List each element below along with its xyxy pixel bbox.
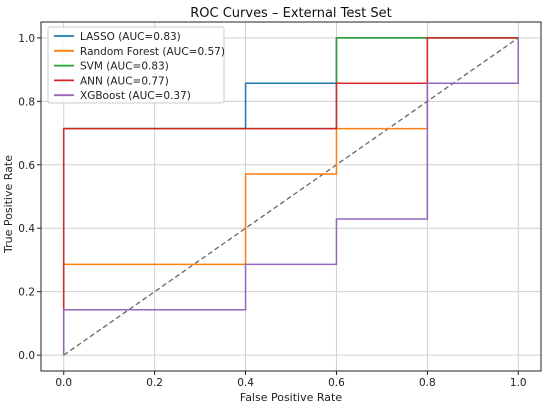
legend-entry: SVM (AUC=0.83) xyxy=(80,61,169,73)
y-tick-label: 0.8 xyxy=(18,96,35,108)
plot-frame xyxy=(40,21,542,372)
x-tick-label: 0.4 xyxy=(237,377,254,389)
chart-title: ROC Curves – External Test Set xyxy=(190,6,392,21)
y-tick-label: 0.2 xyxy=(18,287,35,299)
legend-entry: LASSO (AUC=0.83) xyxy=(80,31,181,43)
y-ticks: 0.0 0.2 0.4 0.6 0.8 1.0 xyxy=(18,33,41,362)
legend-box xyxy=(47,26,225,104)
series-line-5 xyxy=(62,37,520,356)
reference-diagonal-line xyxy=(63,37,519,356)
legend-entry: ANN (AUC=0.77) xyxy=(80,75,169,87)
x-tick-label: 0.8 xyxy=(419,377,436,389)
y-tick-label: 0.6 xyxy=(18,160,35,172)
x-axis-label: False Positive Rate xyxy=(240,391,342,404)
x-tick-label: 1.0 xyxy=(510,377,527,389)
y-tick-label: 0.0 xyxy=(18,350,35,362)
x-tick-label: 0.2 xyxy=(146,377,163,389)
y-axis-label: True Positive Rate xyxy=(2,155,15,254)
x-tick-label: 0.0 xyxy=(55,377,72,389)
legend: LASSO (AUC=0.83) Random Forest (AUC=0.57)… xyxy=(47,26,225,104)
series-line-4 xyxy=(62,37,519,356)
legend-entry: Random Forest (AUC=0.57) xyxy=(80,46,225,58)
series-group xyxy=(62,37,520,356)
y-tick-label: 1.0 xyxy=(18,33,35,45)
legend-entry: XGBoost (AUC=0.37) xyxy=(80,90,191,102)
x-ticks: 0.0 0.2 0.4 0.6 0.8 1.0 xyxy=(55,371,527,389)
reference-line-group xyxy=(63,37,519,356)
y-tick-label: 0.4 xyxy=(18,223,35,235)
x-tick-label: 0.6 xyxy=(328,377,345,389)
